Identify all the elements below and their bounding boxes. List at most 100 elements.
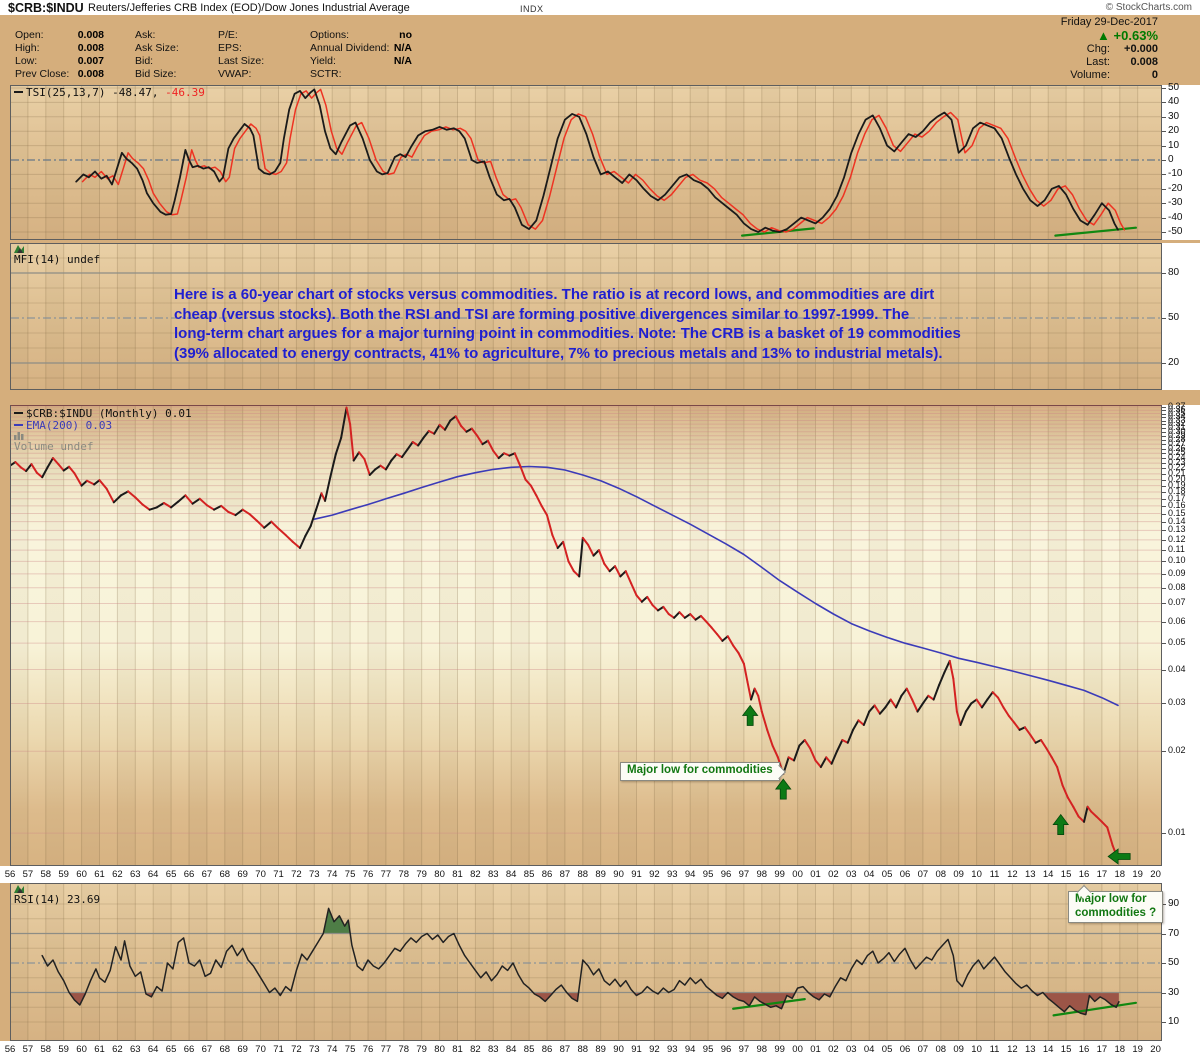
axis-tick [1162,603,1166,605]
x-axis-year-label: 02 [828,1044,839,1055]
quote-value: N/A [393,42,412,54]
x-axis-year-label: 80 [434,869,445,880]
quote-label: Prev Close: [15,68,70,80]
x-axis-year-label: 78 [398,869,410,880]
x-axis-year-label: 94 [684,1044,696,1055]
axis-tick-label: 30 [1168,110,1180,122]
x-axis-year-label: 97 [738,869,750,880]
x-axis-year-label: 60 [76,1044,87,1055]
main-legend-ema: EMA(200) 0.03 [14,419,112,432]
axis-tick-label: -30 [1168,197,1183,209]
x-axis-year-label: 87 [559,1044,571,1055]
axis-tick-label: 0.07 [1168,597,1186,608]
x-axis-year-label: 09 [953,869,964,880]
x-axis-year-label: 08 [935,1044,947,1055]
axis-tick [1162,587,1166,589]
x-axis-year-label: 16 [1078,869,1090,880]
quote-value: N/A [393,55,412,67]
x-axis-year-label: 83 [488,869,499,880]
quote-right-value: +0.000 [1124,43,1158,55]
axis-tick [1162,463,1166,465]
x-axis-year-label: 16 [1078,1044,1090,1055]
axis-tick-label: 0 [1168,154,1174,165]
axis-tick-label: 0.27 [1168,438,1186,449]
x-axis-year-label: 88 [577,1044,589,1055]
axis-tick-label: 0.22 [1168,462,1186,473]
x-axis-year-label: 86 [541,869,553,880]
callout-major-low-2018: Major low for commodities ? [1068,884,1164,923]
axis-tick [1162,485,1166,487]
axis-tick-label: 40 [1168,96,1180,108]
quote-label: Yield: [310,55,336,67]
quote-label: Ask: [135,29,156,41]
axis-tick [1162,505,1166,507]
x-axis-year-label: 19 [1132,1044,1143,1055]
x-axis-year-label: 12 [1007,1044,1018,1055]
main-chart-panel [10,405,1162,866]
axis-tick-label: 0.30 [1168,425,1186,436]
quote-label: Bid Size: [135,68,177,80]
x-axis-year-label: 12 [1007,869,1018,880]
quote-label: EPS: [218,42,242,54]
quote-label: High: [15,42,40,54]
axis-tick-label: 0.19 [1168,479,1186,490]
up-arrow-icon: ▲ [1097,28,1110,43]
axis-tick [1162,420,1166,422]
quote-value: no [399,29,412,41]
axis-tick-label: 0.37 [1168,401,1186,411]
x-axis-year-label: 18 [1114,869,1126,880]
axis-tick-label: 0.28 [1168,433,1186,444]
x-axis-year-label: 65 [165,869,177,880]
axis-tick [1162,407,1166,408]
axis-tick [1162,131,1166,133]
x-axis-year-label: 83 [488,1044,499,1055]
x-axis-year-label: 74 [326,869,338,880]
x-axis-year-label: 18 [1114,1044,1126,1055]
x-axis-year-label: 15 [1060,1044,1072,1055]
axis-tick-label: 20 [1168,125,1180,137]
axis-tick-label: 0.10 [1168,555,1186,566]
axis-tick [1162,458,1166,460]
x-axis-year-label: 20 [1150,869,1161,880]
x-axis-year-label: 89 [595,869,606,880]
x-axis-year-label: 17 [1096,1044,1108,1055]
axis-tick [1162,439,1166,441]
x-axis-year-label: 17 [1096,869,1108,880]
main-legend-price: $CRB:$INDU (Monthly) 0.01 [14,407,192,420]
x-axis-year-label: 84 [505,1044,517,1055]
x-axis-year-label: 57 [22,1044,34,1055]
x-axis-year-label: 71 [273,869,284,880]
green-up-arrow-icon [1052,813,1070,835]
x-axis-year-label: 96 [720,869,732,880]
chart-description: Reuters/Jefferies CRB Index (EOD)/Dow Jo… [88,2,410,14]
quote-label: SCTR: [310,68,342,80]
x-axis-year-label: 64 [147,869,159,880]
x-axis-year-label: 92 [649,1044,660,1055]
axis-tick [1162,539,1166,541]
x-axis-year-label: 77 [380,869,392,880]
axis-tick-label: -50 [1168,226,1183,237]
axis-tick [1162,448,1166,450]
tsi-line-swatch-icon [14,91,23,93]
quote-label: Last Size: [218,55,265,67]
axis-tick [1162,703,1166,705]
mfi-y-axis: 80 50 20 [1162,243,1200,390]
x-axis-year-label: 79 [416,1044,427,1055]
axis-tick-label: 0.21 [1168,467,1186,478]
x-axis-year-label: 77 [380,1044,392,1055]
x-axis-year-label: 85 [523,869,535,880]
x-axis-bottom: 56 57 58 59 60 61 62 63 64 65 66 67 68 69 70 71 72 73 74 75… [0,1041,1200,1059]
quote-right-label: Chg: [1086,43,1110,55]
x-axis-main: 56 57 58 59 60 61 62 63 64 65 66 67 68 69 70 71 72 73 74 75… [0,866,1200,883]
quote-panel: Open: 0.008 High: 0.008 Low: 0.007 Prev Close:… [0,15,1200,83]
axis-tick-label: 0.12 [1168,533,1186,544]
x-axis-year-label: 67 [201,869,213,880]
x-axis-year-label: 13 [1025,869,1036,880]
axis-tick-label: -10 [1168,168,1183,180]
callout-major-low-1999: Major low for commodities [620,762,786,781]
axis-tick [1162,416,1166,418]
quote-label: Bid: [135,55,154,67]
x-axis-year-label: 69 [237,869,248,880]
axis-tick [1162,468,1166,470]
x-axis-year-label: 01 [810,869,821,880]
